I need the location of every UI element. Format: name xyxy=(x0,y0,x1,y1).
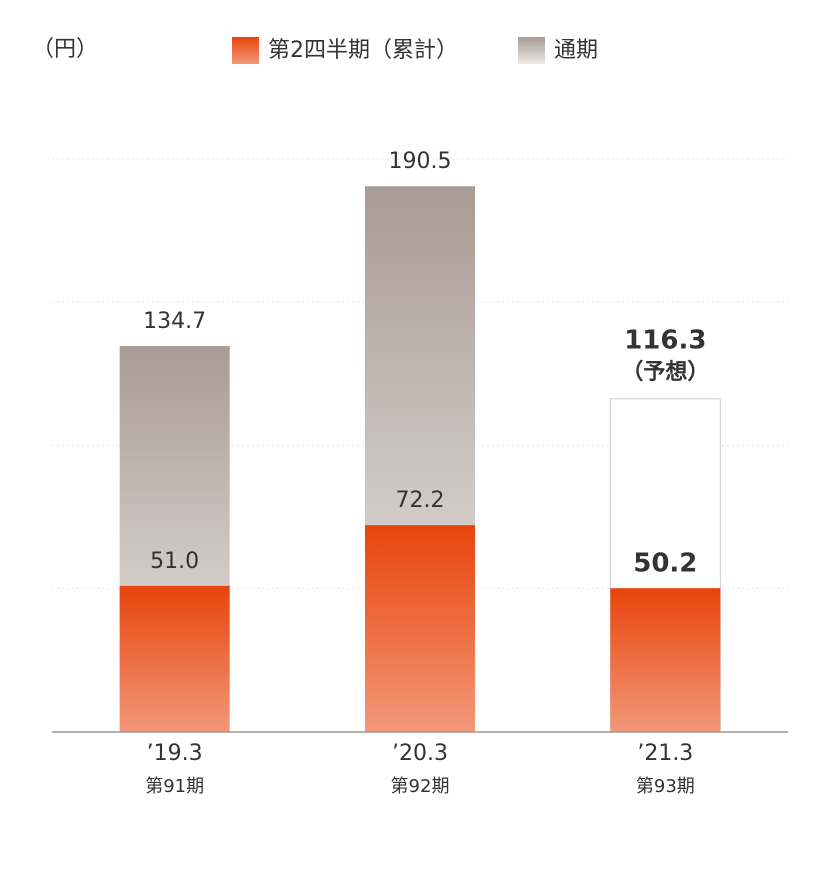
x-tick-label: ’19.3 xyxy=(147,741,203,766)
forecast-label: （予想） xyxy=(621,360,709,385)
legend-label: 第2四半期（累計） xyxy=(268,38,458,63)
legend-swatch xyxy=(518,37,545,64)
unit-label: （円） xyxy=(32,37,98,62)
x-tick-sublabel: 第91期 xyxy=(145,776,204,797)
x-tick-label: ’20.3 xyxy=(392,741,448,766)
value-label: 116.3 xyxy=(624,325,706,355)
x-tick-sublabel: 第92期 xyxy=(391,776,450,797)
value-label: 134.7 xyxy=(143,309,206,334)
value-label: 72.2 xyxy=(396,488,445,513)
legend-swatch xyxy=(232,37,259,64)
bar xyxy=(365,525,475,732)
value-label: 190.5 xyxy=(389,149,452,174)
value-label: 50.2 xyxy=(633,549,697,579)
value-label: 51.0 xyxy=(150,549,199,574)
bar xyxy=(610,588,721,732)
x-tick-label: ’21.3 xyxy=(637,741,693,766)
bar xyxy=(119,585,230,732)
legend-label: 通期 xyxy=(554,38,598,63)
x-tick-sublabel: 第93期 xyxy=(636,776,695,797)
